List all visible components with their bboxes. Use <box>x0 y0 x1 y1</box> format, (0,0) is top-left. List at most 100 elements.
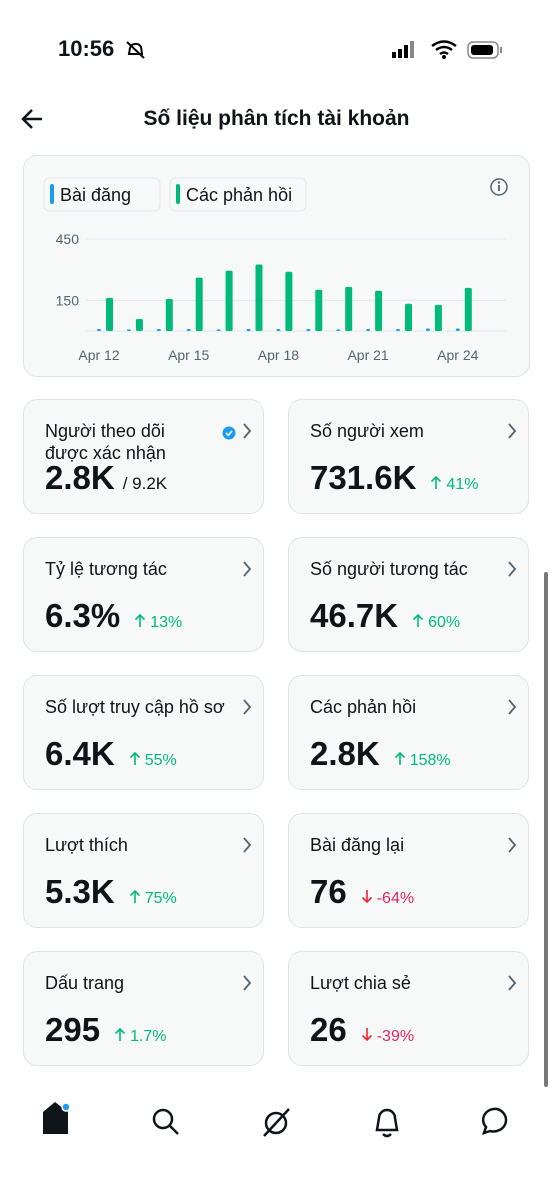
chevron-path <box>243 561 252 577</box>
trend-arrow-path <box>394 751 405 765</box>
metric-label: Tỷ lệ tương tác <box>45 559 167 579</box>
trend-arrow-path <box>361 890 372 904</box>
back-button[interactable] <box>20 106 46 132</box>
bar <box>366 328 371 331</box>
change-value: 13% <box>150 614 183 631</box>
metric-value: 26 -39% <box>310 1012 414 1055</box>
chevron <box>508 837 517 853</box>
bar <box>216 329 221 331</box>
bar <box>246 328 251 331</box>
metric-card[interactable]: Người theo dõi được xác nhận 2.8K / 9.2K <box>23 399 264 514</box>
metric-card[interactable]: Lượt chia sẻ 26 -39% <box>288 951 529 1066</box>
trend-arrow <box>129 889 140 903</box>
legend-swatch <box>176 184 180 204</box>
bar <box>186 328 191 331</box>
change-value: 1.7% <box>130 1028 167 1045</box>
trend-arrow <box>394 751 405 765</box>
bottom-nav <box>43 1102 508 1138</box>
chevron-path <box>508 837 517 853</box>
bar <box>375 290 383 331</box>
metric-value: 2.8K 158% <box>310 736 451 779</box>
metric-number: 2.8K <box>45 459 115 496</box>
bar <box>126 329 131 331</box>
chevron-path <box>508 975 517 991</box>
change-value: -64% <box>376 890 415 907</box>
trend-arrow <box>114 1027 126 1041</box>
metric-label: Số người xem <box>310 421 424 441</box>
metric-card[interactable]: Bài đăng lại 76 -64% <box>288 813 529 928</box>
metric-label: Bài đăng lại <box>310 835 405 855</box>
metric-value: 731.6K 41% <box>310 460 478 503</box>
bar <box>455 328 460 331</box>
bar <box>135 318 143 331</box>
metric-value: 46.7K 60% <box>310 598 460 641</box>
metric-change: 13% <box>134 613 183 631</box>
bar <box>97 328 101 331</box>
bar <box>255 264 263 331</box>
bar <box>396 328 400 331</box>
chevron-path <box>508 423 517 439</box>
x-tick-label: Apr 18 <box>258 347 299 363</box>
chart: Bài đăng Các phản hồi 150 450 Apr 12 Apr 15 Ap… <box>43 177 508 363</box>
bar <box>276 328 281 331</box>
metric-card[interactable]: Các phản hồi 2.8K 158% <box>288 675 529 790</box>
x-tick-label: Apr 12 <box>78 347 119 363</box>
trend-arrow <box>361 890 372 904</box>
metric-card[interactable]: Dấu trang 295 1.7% <box>23 951 264 1066</box>
legend-label: Bài đăng <box>60 185 131 205</box>
bar <box>225 270 233 331</box>
page-title: Số liệu phân tích tài khoản <box>143 107 410 130</box>
notifications-tab[interactable] <box>375 1108 399 1138</box>
chevron <box>508 561 517 577</box>
info-icon[interactable] <box>490 178 508 196</box>
bar <box>315 289 323 331</box>
metric-card[interactable]: Số người tương tác 46.7K 60% <box>288 537 529 652</box>
trend-arrow <box>135 613 146 627</box>
metric-card[interactable]: Số lượt truy cập hồ sơ 6.4K 55% <box>23 675 264 790</box>
metric-number: 6.4K <box>45 735 115 772</box>
trend-arrow-path <box>431 475 442 489</box>
metric-change: -64% <box>361 890 414 907</box>
metric-card[interactable]: Tỷ lệ tương tác 6.3% 13% <box>23 537 264 652</box>
metric-value: 6.4K 55% <box>45 736 177 779</box>
y-tick-label: 150 <box>56 292 80 308</box>
badge-circle <box>222 426 236 440</box>
bar <box>405 303 412 331</box>
legend-item[interactable] <box>169 177 307 212</box>
change-value: 158% <box>409 752 451 769</box>
grok-tab[interactable] <box>263 1108 290 1137</box>
trend-arrow-path <box>135 613 146 627</box>
messages-tab[interactable] <box>481 1107 508 1135</box>
change-value: 60% <box>428 614 461 631</box>
metric-value: 6.3% 13% <box>45 598 182 641</box>
bar <box>425 328 430 331</box>
change-value: 41% <box>446 476 479 493</box>
metric-number: 2.8K <box>310 735 380 772</box>
metric-number: 26 <box>310 1011 347 1048</box>
chevron-path <box>243 837 252 853</box>
metric-change: 41% <box>430 475 479 493</box>
metric-label: Lượt chia sẻ <box>310 973 411 993</box>
bar <box>195 277 203 331</box>
chevron-path <box>243 975 252 991</box>
metric-label: Lượt thích <box>45 835 128 855</box>
home-tab[interactable] <box>43 1102 71 1134</box>
trend-arrow <box>431 475 442 489</box>
change-value: 75% <box>144 890 177 907</box>
trend-arrow-path <box>129 751 140 765</box>
bar <box>306 328 311 331</box>
trend-arrow <box>412 613 424 627</box>
metric-card[interactable]: Số người xem 731.6K 41% <box>288 399 529 514</box>
metric-card[interactable]: Lượt thích 5.3K 75% <box>23 813 264 928</box>
metric-total: / 9.2K <box>122 474 168 493</box>
metric-label: Dấu trang <box>45 973 125 993</box>
legend-item[interactable] <box>43 177 161 212</box>
search-tab[interactable] <box>152 1108 179 1135</box>
trend-arrow-path <box>412 613 424 627</box>
y-tick-label: 450 <box>56 231 80 247</box>
info-dot <box>497 181 501 184</box>
bar <box>345 286 353 331</box>
metric-number: 295 <box>45 1011 101 1048</box>
metric-change: 55% <box>129 751 177 769</box>
